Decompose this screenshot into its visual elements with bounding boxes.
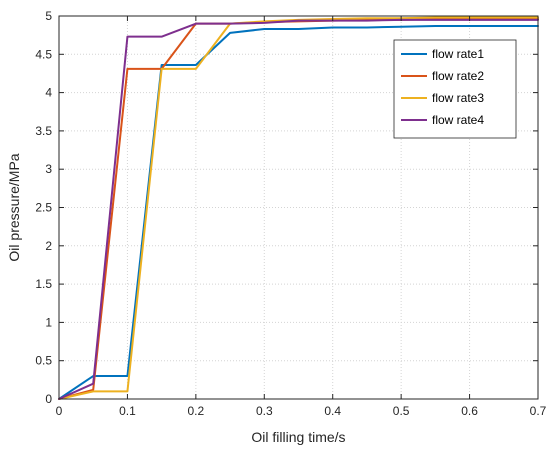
- y-axis-ticks: 0 0.5 1 1.5 2 2.5 3 3.5 4 4.5 5: [35, 9, 538, 406]
- x-tick-label: 0.6: [461, 404, 478, 418]
- y-tick-label: 4: [45, 86, 52, 100]
- x-tick-label: 0.3: [256, 404, 273, 418]
- x-tick-label: 0.1: [119, 404, 136, 418]
- series-layer: [58, 16, 539, 400]
- y-axis-label: Oil pressure/MPa: [6, 153, 22, 261]
- x-tick-label: 0.5: [393, 404, 410, 418]
- legend-label-2: flow rate2: [432, 69, 484, 83]
- y-tick-label: 1.5: [35, 277, 52, 291]
- x-tick-label: 0: [56, 404, 63, 418]
- y-tick-label: 5: [45, 9, 52, 23]
- y-tick-label: 1: [45, 315, 52, 329]
- legend: flow rate1 flow rate2 flow rate3 flow rate4: [393, 39, 517, 139]
- x-axis-ticks: 0 0.1 0.2 0.3 0.4 0.5 0.6 0.7: [56, 16, 547, 418]
- x-tick-label: 0.7: [530, 404, 547, 418]
- legend-label-1: flow rate1: [432, 47, 484, 61]
- x-axis-label: Oil filling time/s: [251, 429, 345, 445]
- series-line-1: [58, 24, 539, 400]
- y-tick-label: 3.5: [35, 124, 52, 138]
- y-tick-label: 3: [45, 162, 52, 176]
- legend-label-3: flow rate3: [432, 91, 484, 105]
- y-tick-label: 4.5: [35, 47, 52, 61]
- legend-label-4: flow rate4: [432, 113, 484, 127]
- legend-box: [393, 39, 517, 139]
- y-tick-label: 2.5: [35, 201, 52, 215]
- y-tick-label: 2: [45, 239, 52, 253]
- y-tick-label: 0.5: [35, 354, 52, 368]
- series-line-4: [58, 18, 539, 400]
- x-tick-label: 0.4: [324, 404, 341, 418]
- x-tick-label: 0.2: [188, 404, 205, 418]
- y-tick-label: 0: [45, 392, 52, 406]
